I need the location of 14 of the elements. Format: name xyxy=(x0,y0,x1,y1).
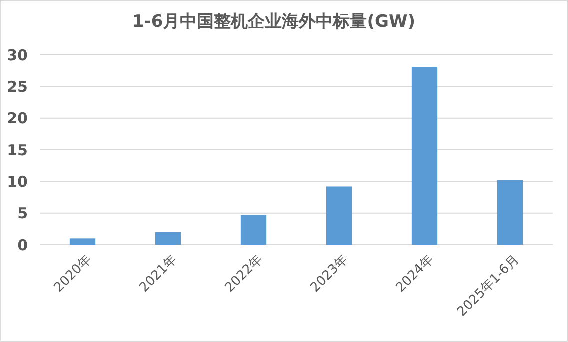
y-tick-label: 10 xyxy=(7,172,28,191)
y-tick-label: 15 xyxy=(7,141,28,160)
bar xyxy=(412,67,438,245)
bar xyxy=(240,215,267,245)
chart-title: 1-6月中国整机企业海外中标量(GW) xyxy=(132,12,416,32)
bar xyxy=(70,238,96,245)
bar xyxy=(497,180,524,245)
y-tick-label: 25 xyxy=(7,78,28,96)
y-tick-label: 5 xyxy=(18,204,28,223)
y-tick-label: 20 xyxy=(7,110,28,128)
bar xyxy=(155,232,182,245)
bar xyxy=(326,186,352,245)
y-tick-label: 0 xyxy=(18,236,28,254)
y-tick-label: 30 xyxy=(7,46,28,64)
